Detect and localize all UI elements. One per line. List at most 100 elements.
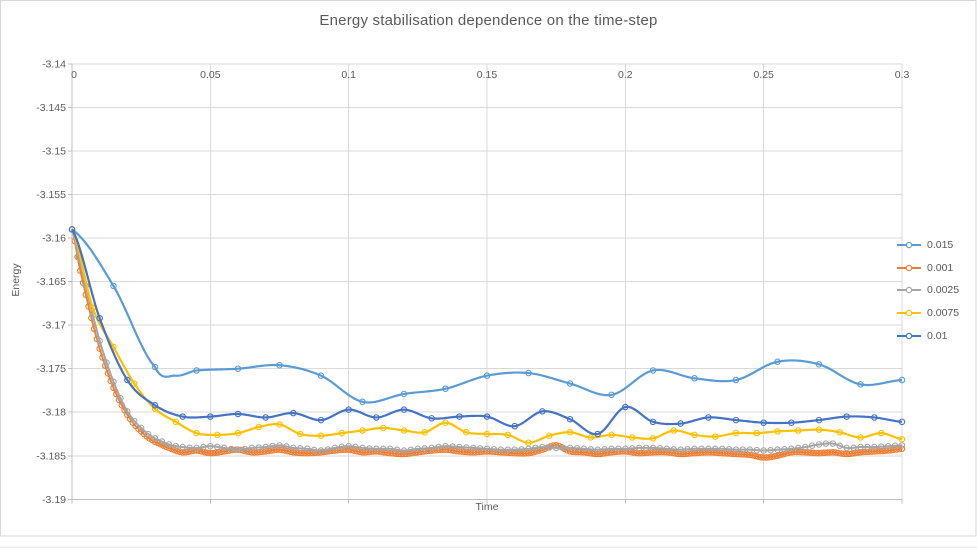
data-point-marker [214, 443, 221, 451]
data-point-marker [753, 446, 760, 454]
data-point-marker [366, 445, 373, 452]
data-point-marker [400, 447, 408, 454]
data-point-marker [573, 445, 581, 452]
data-point-marker [684, 446, 691, 453]
data-point-marker [393, 446, 401, 454]
data-point-marker [345, 406, 352, 413]
series-line-0.0025[interactable] [71, 229, 903, 452]
data-point-marker [774, 446, 781, 453]
x-tick-label: 0.05 [200, 69, 221, 81]
data-point-marker [566, 415, 574, 423]
data-point-marker [345, 442, 352, 450]
data-point-marker [587, 434, 594, 441]
data-point-marker [815, 441, 823, 448]
data-point-marker [483, 445, 491, 453]
legend[interactable]: 0.015 0.001 0.0025 0.0075 0.01 [897, 234, 959, 347]
series-0.0025[interactable] [68, 226, 906, 454]
data-point-marker [317, 416, 325, 424]
data-point-marker [843, 413, 850, 420]
legend-item-0.0075[interactable]: 0.0075 [897, 302, 959, 325]
data-point-marker [511, 422, 518, 430]
data-point-marker [497, 446, 505, 453]
data-point-marker [739, 446, 747, 453]
legend-item-0.01[interactable]: 0.01 [897, 324, 959, 347]
chart-title: Energy stabilisation dependence on the t… [319, 12, 658, 29]
data-point-marker [857, 434, 864, 441]
x-tick-label: 0.3 [895, 69, 910, 81]
data-point-marker [691, 375, 698, 382]
data-point-marker [539, 443, 546, 451]
data-point-marker [635, 444, 643, 452]
data-point-marker [276, 442, 283, 449]
data-point-marker [400, 406, 408, 413]
data-point-marker [705, 414, 712, 421]
y-tick-label: -3.18 [42, 407, 66, 419]
data-point-marker [200, 443, 207, 451]
data-point-marker [511, 446, 518, 453]
data-point-marker [794, 444, 802, 452]
data-point-marker [193, 429, 200, 437]
data-point-marker [124, 376, 131, 384]
data-point-marker [732, 429, 740, 437]
data-point-marker [255, 423, 262, 431]
data-point-marker [545, 444, 553, 451]
data-point-marker [137, 424, 145, 432]
data-point-marker [386, 445, 394, 453]
legend-swatch-0.01 [897, 332, 921, 339]
data-point-marker [774, 428, 781, 435]
data-point-marker [165, 441, 173, 448]
data-point-marker [532, 444, 539, 452]
data-point-marker [483, 413, 491, 420]
data-point-marker [317, 432, 325, 439]
data-point-marker [788, 445, 795, 453]
series-line-0.015[interactable] [71, 228, 903, 404]
data-point-marker [220, 444, 228, 452]
data-point-marker [317, 447, 325, 454]
series-0.01[interactable] [68, 226, 906, 438]
data-point-marker [435, 443, 442, 451]
data-point-marker [186, 444, 193, 452]
data-point-marker [670, 427, 677, 434]
data-point-marker [725, 445, 733, 453]
data-point-marker [788, 419, 795, 426]
data-point-marker [248, 444, 256, 452]
data-point-marker [227, 445, 235, 453]
data-point-marker [843, 444, 850, 452]
legend-item-0.0025[interactable]: 0.0025 [897, 279, 959, 302]
data-point-marker [172, 418, 180, 426]
data-point-marker [179, 443, 186, 451]
data-point-marker [414, 445, 422, 453]
series-line-0.01[interactable] [71, 228, 903, 436]
data-point-marker [608, 445, 615, 453]
data-point-marker [214, 431, 221, 439]
data-point-marker [290, 409, 297, 417]
data-point-marker [711, 433, 719, 440]
data-point-marker [705, 445, 712, 453]
data-point-marker [131, 417, 138, 425]
legend-item-0.001[interactable]: 0.001 [897, 257, 959, 280]
legend-label: 0.0075 [927, 307, 960, 320]
series-0.0075[interactable] [68, 226, 906, 446]
series-line-0.0075[interactable] [70, 228, 903, 444]
data-point-marker [483, 372, 491, 379]
data-point-marker [815, 426, 823, 433]
data-point-marker [296, 445, 304, 452]
data-point-marker [877, 443, 885, 450]
data-point-marker [898, 418, 906, 426]
data-point-marker [525, 369, 532, 377]
data-point-marker [732, 416, 740, 424]
series-0.015[interactable] [68, 226, 906, 406]
x-tick-label: 0.25 [753, 69, 774, 81]
data-point-marker [649, 435, 657, 442]
y-tick-label: -3.19 [42, 494, 66, 506]
data-point-marker [172, 442, 180, 450]
data-point-marker [400, 390, 408, 398]
data-point-marker [379, 445, 387, 452]
data-point-marker [400, 427, 408, 434]
data-point-marker [857, 443, 864, 451]
data-point-marker [884, 442, 892, 450]
data-point-marker [628, 434, 636, 441]
data-point-marker [234, 429, 242, 437]
legend-item-0.015[interactable]: 0.015 [897, 234, 959, 257]
